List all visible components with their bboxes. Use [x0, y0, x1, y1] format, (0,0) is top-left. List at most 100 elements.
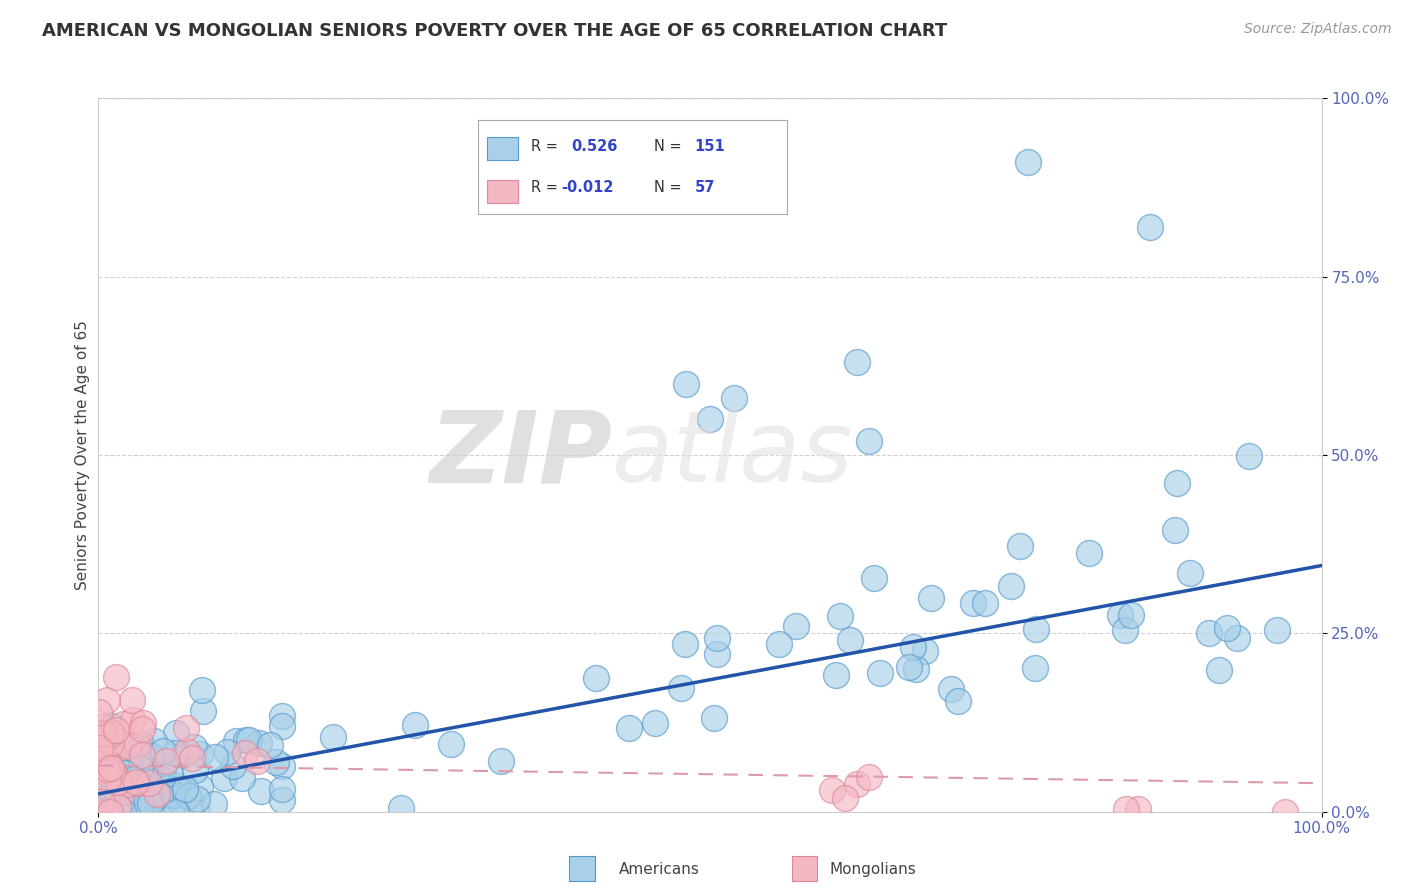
Point: [107, 774, 129, 789]
Point: [617, 721, 640, 735]
Point: [91, 795, 114, 809]
Point: [139, 762, 162, 776]
Point: [389, 801, 412, 815]
Point: [103, 805, 125, 819]
Point: [1017, 155, 1039, 169]
Point: [125, 737, 148, 751]
Point: [89, 726, 111, 740]
Point: [264, 755, 287, 769]
Point: [149, 789, 172, 803]
Point: [322, 730, 344, 744]
Point: [103, 765, 125, 780]
Point: [122, 772, 145, 786]
Point: [166, 779, 188, 793]
Point: [699, 412, 721, 426]
Point: [905, 662, 928, 676]
Point: [249, 736, 271, 750]
Text: N =: N =: [654, 139, 682, 154]
Point: [897, 660, 920, 674]
Point: [491, 754, 513, 768]
Point: [706, 648, 728, 662]
Point: [869, 666, 891, 681]
Point: [863, 571, 886, 585]
Point: [129, 761, 152, 775]
Text: AMERICAN VS MONGOLIAN SENIORS POVERTY OVER THE AGE OF 65 CORRELATION CHART: AMERICAN VS MONGOLIAN SENIORS POVERTY OV…: [42, 22, 948, 40]
Point: [946, 694, 969, 708]
Point: [134, 805, 156, 819]
Point: [839, 632, 862, 647]
Point: [97, 805, 120, 819]
Point: [834, 790, 856, 805]
Point: [183, 763, 205, 777]
Point: [131, 748, 153, 763]
Point: [165, 726, 187, 740]
Text: ZIP: ZIP: [429, 407, 612, 503]
Point: [914, 644, 936, 658]
Point: [249, 784, 271, 798]
Point: [1265, 623, 1288, 637]
Point: [142, 733, 165, 747]
Point: [98, 805, 121, 819]
Point: [108, 772, 131, 786]
Point: [87, 781, 110, 796]
Point: [186, 805, 208, 819]
Point: [132, 715, 155, 730]
Point: [180, 751, 202, 765]
Text: 151: 151: [695, 139, 725, 154]
Point: [768, 637, 790, 651]
Point: [183, 740, 205, 755]
Point: [440, 737, 463, 751]
Point: [90, 763, 112, 777]
Text: Source: ZipAtlas.com: Source: ZipAtlas.com: [1244, 22, 1392, 37]
Point: [100, 805, 122, 819]
Point: [675, 376, 697, 391]
Point: [98, 796, 121, 810]
Point: [100, 736, 122, 750]
Point: [97, 773, 120, 788]
Text: R =: R =: [530, 139, 558, 154]
Point: [1274, 805, 1296, 819]
Point: [188, 780, 211, 794]
Point: [90, 747, 112, 762]
Point: [845, 355, 868, 369]
Point: [939, 682, 962, 697]
Point: [1226, 631, 1249, 645]
Y-axis label: Seniors Poverty Over the Age of 65: Seniors Poverty Over the Age of 65: [75, 320, 90, 590]
Point: [125, 744, 148, 758]
Point: [90, 720, 112, 734]
Point: [111, 772, 134, 787]
Point: [104, 723, 127, 737]
Point: [100, 805, 122, 819]
Point: [111, 784, 134, 798]
Point: [270, 708, 294, 723]
Point: [246, 754, 269, 768]
Point: [104, 772, 127, 787]
Point: [129, 805, 152, 819]
Point: [270, 781, 294, 796]
Point: [156, 780, 179, 795]
Point: [150, 782, 173, 797]
Point: [94, 781, 117, 796]
Point: [1139, 219, 1161, 234]
Point: [125, 791, 148, 805]
Point: [1166, 476, 1188, 491]
Point: [176, 744, 198, 758]
Point: [191, 683, 214, 698]
Point: [138, 796, 160, 810]
Text: N =: N =: [654, 180, 682, 195]
Point: [163, 789, 186, 803]
Point: [131, 722, 153, 736]
Point: [112, 717, 135, 731]
Point: [204, 749, 226, 764]
Point: [107, 735, 129, 749]
Point: [117, 739, 139, 753]
Point: [96, 805, 118, 819]
Text: R =: R =: [530, 180, 558, 195]
Text: 0.526: 0.526: [571, 139, 617, 154]
Point: [858, 434, 880, 448]
Point: [901, 640, 924, 654]
Point: [188, 747, 211, 761]
Point: [93, 727, 115, 741]
Point: [96, 693, 118, 707]
Point: [152, 757, 174, 772]
